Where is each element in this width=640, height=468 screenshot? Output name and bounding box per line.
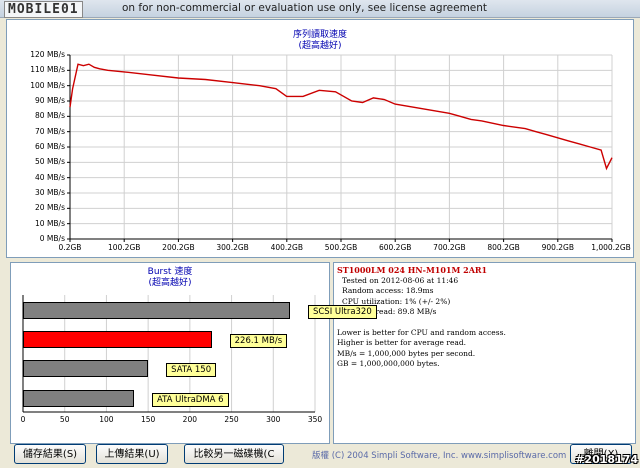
average-read: Average read: 89.8 MB/s (342, 307, 437, 316)
note-mbs: MB/s = 1,000,000 bytes per second. (337, 348, 476, 358)
cpu-utilization: CPU utilization: 1% (+/- 2%) (342, 296, 451, 306)
drive-model: ST1000LM 024 HN-M101M 2AR1 (337, 265, 488, 275)
seq-x-tick-label: 900.2GB (541, 243, 575, 252)
seq-x-tick-label: 300.2GB (216, 243, 249, 252)
seq-y-tick-label: 60 MB/s (35, 142, 65, 151)
seq-x-tick-label: 600.2GB (378, 243, 412, 252)
burst-x-tick-label: 200 (182, 415, 197, 424)
burst-bar-label: ATA UltraDMA 6 (151, 393, 229, 407)
burst-x-tick-label: 350 (307, 415, 323, 424)
seq-y-tick-label: 120 MB/s (30, 50, 65, 59)
burst-x-tick-label: 100 (99, 415, 114, 424)
burst-x-tick-label: 250 (224, 415, 239, 424)
note-gb: GB = 1,000,000,000 bytes. (337, 359, 440, 368)
sequential-read-chart (67, 54, 613, 242)
window-title: on for non-commercial or evaluation use … (122, 2, 488, 14)
seq-y-tick-label: 0 MB/s (39, 234, 65, 243)
burst-panel (10, 262, 330, 444)
seq-y-tick-label: 30 MB/s (35, 188, 65, 197)
seq-x-tick-label: 500.2GB (324, 243, 358, 252)
seq-x-tick-label: 200.2GB (162, 243, 195, 252)
seq-y-tick-label: 40 MB/s (35, 172, 65, 182)
seq-y-tick-label: 70 MB/s (35, 126, 65, 136)
seq-y-tick-label: 20 MB/s (35, 203, 65, 213)
seq-x-tick-label: 800.2GB (487, 243, 520, 252)
seq-y-tick-label: 90 MB/s (35, 96, 65, 105)
seq-x-tick-label: 1,000.2GB (591, 243, 631, 252)
upload-results-button[interactable]: 上傳結果(U) (96, 444, 168, 464)
compare-drive-button[interactable]: 比較另一磁碟機(C (184, 444, 284, 464)
burst-bar (23, 331, 212, 348)
seq-y-tick-label: 10 MB/s (35, 218, 65, 228)
burst-chart-title-2: (超高越好) (148, 278, 192, 288)
exit-button[interactable]: 離開(X) (570, 444, 632, 464)
save-results-button[interactable]: 儲存結果(S) (14, 444, 86, 464)
seq-x-tick-label: 0.2GB (58, 243, 82, 252)
burst-x-tick-label: 50 (59, 415, 70, 424)
burst-bar (23, 390, 134, 407)
note-lower: Lower is better for CPU and random acces… (337, 327, 506, 337)
tested-date: Tested on 2012-08-06 at 11:46 (342, 275, 459, 285)
seq-chart-title-2: (超高越好) (298, 41, 342, 51)
burst-x-tick-label: 300 (266, 415, 281, 424)
seq-read-series-line (69, 63, 613, 171)
title-bar: MOBILE01 on for non-commercial or evalua… (0, 0, 640, 18)
seq-x-tick-label: 100.2GB (107, 243, 141, 252)
seq-y-tick-label: 100 MB/s (30, 80, 65, 90)
burst-chart-title-1: Burst 速度 (147, 267, 193, 277)
seq-y-tick-label: 80 MB/s (35, 111, 65, 121)
watermark: #2018174 (575, 453, 638, 466)
seq-x-tick-label: 400.2GB (270, 243, 304, 252)
mobile01-logo: MOBILE01 (4, 1, 83, 18)
random-access: Random access: 18.9ms (342, 286, 434, 295)
burst-bar-label: SCSI Ultra320 (307, 305, 377, 319)
note-higher: Higher is better for average read. (337, 338, 467, 347)
sequential-read-panel (6, 19, 634, 258)
burst-x-tick-label: 0 (20, 415, 26, 424)
copyright-footer: 版權 (C) 2004 Simpli Software, Inc. www.si… (312, 451, 567, 461)
seq-chart-title-1: 序列讀取速度 (292, 30, 347, 40)
info-panel: ST1000LM 024 HN-M101M 2AR1 Tested on 201… (333, 262, 636, 444)
seq-x-tick-label: 700.2GB (433, 243, 466, 252)
burst-bar (23, 360, 149, 377)
burst-bar-label: 226.1 MB/s (229, 334, 288, 348)
burst-bar-label: SATA 150 (166, 363, 217, 377)
seq-y-tick-label: 50 MB/s (35, 157, 65, 167)
seq-y-tick-label: 110 MB/s (30, 65, 65, 75)
burst-x-tick-label: 150 (140, 415, 156, 424)
burst-bar (23, 302, 290, 319)
